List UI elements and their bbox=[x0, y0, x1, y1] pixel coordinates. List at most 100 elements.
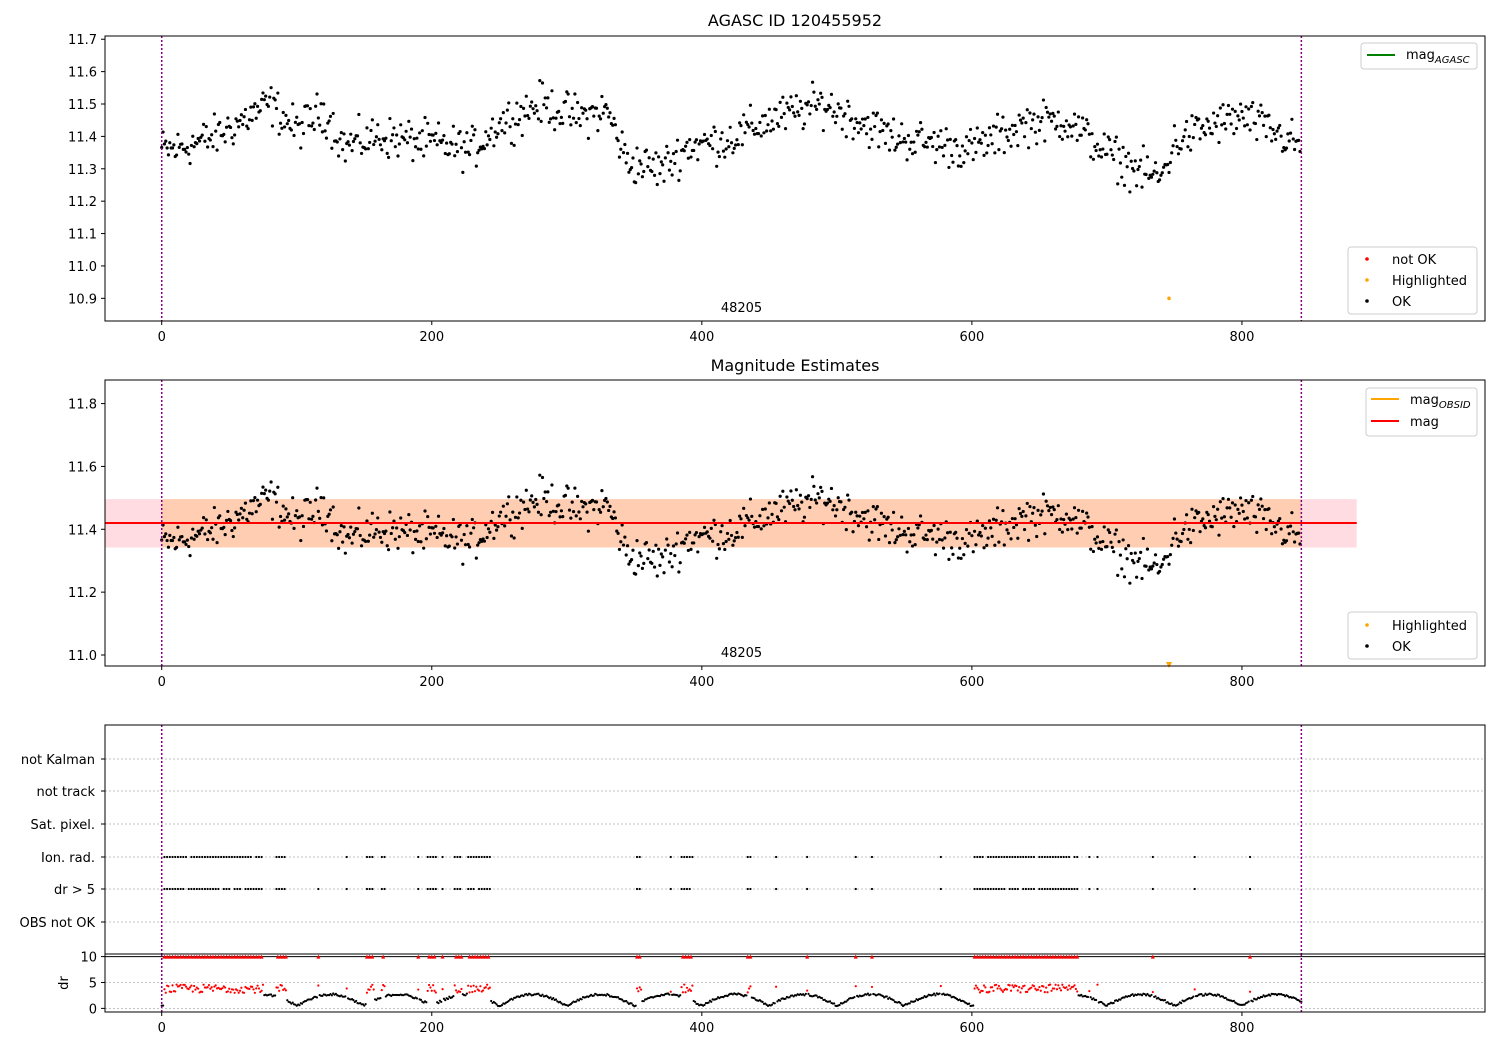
ok-point bbox=[1157, 569, 1162, 574]
ok-point bbox=[492, 536, 496, 541]
ok-point bbox=[180, 535, 184, 539]
ok-point bbox=[318, 516, 322, 520]
ok-point bbox=[917, 130, 921, 134]
dr-limit-marker bbox=[173, 954, 178, 959]
ok-point bbox=[1093, 145, 1097, 149]
ok-point bbox=[1106, 135, 1110, 139]
ok-point bbox=[494, 135, 499, 139]
ok-point bbox=[1170, 543, 1174, 547]
ok-point bbox=[893, 148, 897, 152]
ok-point bbox=[164, 139, 168, 143]
dr-point bbox=[829, 1000, 832, 1003]
ok-point bbox=[1099, 155, 1104, 159]
ok-point bbox=[786, 105, 790, 110]
ok-point bbox=[531, 500, 535, 504]
ok-point bbox=[309, 124, 314, 128]
ok-point bbox=[613, 516, 618, 520]
ok-point bbox=[1108, 530, 1112, 535]
dr-point bbox=[495, 1003, 498, 1006]
ok-point bbox=[592, 114, 596, 118]
flag-point bbox=[981, 887, 984, 891]
ok-point bbox=[538, 79, 542, 83]
flag-point bbox=[997, 887, 1000, 891]
ok-point bbox=[832, 504, 836, 508]
ok-point bbox=[1095, 535, 1100, 539]
ok-point bbox=[971, 157, 975, 162]
dr-point bbox=[209, 987, 212, 990]
ok-point bbox=[929, 528, 933, 532]
ok-point bbox=[770, 512, 774, 516]
ok-point bbox=[1045, 110, 1050, 114]
ok-point bbox=[1141, 144, 1145, 148]
ok-point bbox=[652, 173, 657, 177]
ok-point bbox=[1240, 503, 1244, 507]
ok-point bbox=[527, 510, 531, 514]
ok-point bbox=[728, 125, 732, 129]
magnitude-title: Magnitude Estimates bbox=[711, 356, 880, 375]
ok-point bbox=[1121, 538, 1125, 542]
ok-point bbox=[1255, 530, 1259, 534]
ok-point bbox=[1214, 518, 1218, 522]
dr-limit-marker bbox=[1021, 954, 1026, 959]
ok-point bbox=[733, 536, 738, 540]
ok-point bbox=[1112, 157, 1116, 162]
ok-point bbox=[1033, 130, 1037, 134]
ok-point bbox=[794, 94, 798, 98]
y-tick-label: 11.6 bbox=[68, 66, 97, 81]
dr-point bbox=[685, 986, 689, 989]
dr-point bbox=[228, 987, 231, 990]
dr-limit-marker bbox=[254, 954, 259, 959]
ok-point bbox=[918, 514, 923, 518]
ok-point bbox=[287, 118, 291, 123]
dr-limit-marker bbox=[211, 954, 216, 959]
ok-point bbox=[347, 143, 352, 147]
ok-point bbox=[241, 122, 245, 127]
flag-point bbox=[1076, 887, 1079, 891]
dr-limit-marker bbox=[416, 954, 421, 959]
ok-point bbox=[389, 139, 393, 143]
ok-point bbox=[981, 130, 985, 135]
ok-point bbox=[461, 170, 465, 174]
ok-point bbox=[731, 543, 735, 547]
dr-limit-marker bbox=[440, 954, 445, 959]
ok-point bbox=[592, 508, 596, 512]
ok-point bbox=[1074, 122, 1078, 126]
ok-point bbox=[458, 129, 462, 134]
ok-point bbox=[268, 95, 272, 99]
ok-point bbox=[855, 120, 859, 125]
flag-point bbox=[1022, 887, 1025, 891]
ok-point bbox=[459, 146, 464, 150]
ok-point bbox=[943, 143, 947, 147]
ok-point bbox=[1035, 142, 1039, 146]
ok-point bbox=[790, 104, 794, 109]
ok-point bbox=[846, 99, 850, 103]
ok-point bbox=[778, 494, 782, 498]
ok-point bbox=[859, 127, 863, 131]
flag-point bbox=[257, 887, 261, 891]
ok-point bbox=[434, 131, 438, 135]
ok-point bbox=[994, 125, 998, 129]
flag-point bbox=[469, 855, 473, 859]
ok-point bbox=[762, 524, 766, 528]
ok-point bbox=[322, 102, 326, 106]
ok-point bbox=[975, 519, 979, 523]
ok-point bbox=[1120, 175, 1124, 179]
ok-point bbox=[505, 108, 509, 112]
ok-point bbox=[1098, 540, 1102, 544]
ok-point bbox=[291, 496, 295, 500]
ok-point bbox=[447, 152, 451, 156]
dr-point bbox=[452, 994, 455, 998]
ok-point bbox=[765, 129, 769, 133]
ok-point bbox=[1043, 532, 1047, 536]
ok-point bbox=[1056, 504, 1060, 508]
ok-point bbox=[1135, 184, 1139, 188]
flag-point bbox=[211, 855, 215, 859]
dr-point bbox=[286, 999, 289, 1002]
ok-point bbox=[1113, 139, 1117, 144]
dr-point bbox=[552, 997, 555, 1000]
ok-point bbox=[616, 531, 620, 535]
dr-limit-marker bbox=[1064, 954, 1069, 959]
dr-point bbox=[1068, 984, 1071, 987]
ok-point bbox=[675, 138, 680, 142]
ok-point bbox=[477, 148, 481, 152]
